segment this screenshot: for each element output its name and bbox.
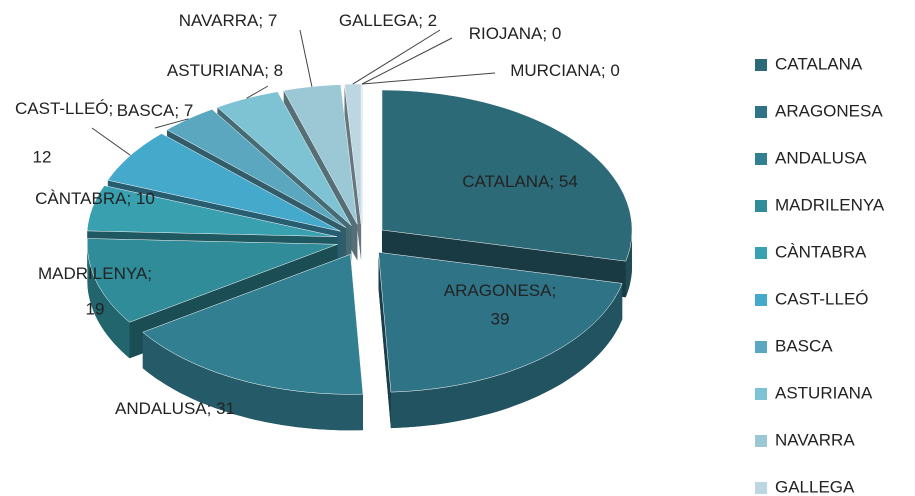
slice-top <box>87 238 338 323</box>
label-separator: ; <box>258 11 267 30</box>
slice-top <box>216 91 352 226</box>
slice-wall <box>378 252 391 429</box>
slice-top <box>378 252 623 393</box>
slice-rim <box>390 283 623 429</box>
label-category: ANDALUSA <box>115 399 207 418</box>
legend-swatch <box>755 106 767 118</box>
legend-label: ASTURIANA <box>775 383 873 402</box>
legend-label: CÀNTABRA <box>775 242 867 261</box>
data-label: ASTURIANA; 8 <box>167 61 283 80</box>
label-separator: ; <box>551 281 556 300</box>
legend-label: BASCA <box>775 336 833 355</box>
data-label: NAVARRA; 7 <box>179 11 278 30</box>
legend-label: MADRILENYA <box>775 195 885 214</box>
legend-swatch <box>755 247 767 259</box>
data-label: ANDALUSA; 31 <box>115 399 235 418</box>
legend-swatch <box>755 341 767 353</box>
label-separator: ; <box>174 101 183 120</box>
label-value: 7 <box>184 101 193 120</box>
label-value: 0 <box>552 24 561 43</box>
label-value: 10 <box>136 189 155 208</box>
data-label: CÀNTABRA; 10 <box>35 189 155 208</box>
label-value: 12 <box>33 147 52 166</box>
label-value: 7 <box>268 11 277 30</box>
data-label: CAST-LLEÓ; <box>15 99 113 118</box>
label-value: 8 <box>274 61 283 80</box>
slice-top <box>142 253 364 395</box>
label-category: CÀNTABRA <box>35 189 127 208</box>
legend-swatch <box>755 294 767 306</box>
slice <box>142 253 364 431</box>
label-value: 19 <box>86 299 105 318</box>
label-category: MURCIANA <box>510 61 601 80</box>
leader-line <box>154 118 189 129</box>
leader-line <box>299 29 313 87</box>
leader-line <box>352 29 441 85</box>
label-category: NAVARRA <box>179 11 259 30</box>
label-separator: ; <box>147 264 152 283</box>
label-category: BASCA <box>117 101 175 120</box>
leader-line <box>361 72 496 85</box>
label-value: 39 <box>491 309 510 328</box>
slice-rim <box>142 332 363 431</box>
legend-label: CATALANA <box>775 54 863 73</box>
data-label: ARAGONESA; <box>444 281 556 300</box>
label-category: MADRILENYA <box>38 264 148 283</box>
label-separator: ; <box>126 189 135 208</box>
slice-top <box>381 89 633 262</box>
label-category: CAST-LLEÓ <box>15 99 109 118</box>
legend-label: ANDALUSA <box>775 148 867 167</box>
legend-swatch <box>755 435 767 447</box>
label-category: CATALANA <box>462 172 550 191</box>
legend-swatch <box>755 153 767 165</box>
data-label: BASCA; 7 <box>117 101 194 120</box>
label-category: RIOJANA <box>469 24 543 43</box>
data-label: MURCIANA; 0 <box>510 61 620 80</box>
slice-top <box>86 185 338 237</box>
label-category: ARAGONESA <box>444 281 552 300</box>
label-separator: ; <box>109 99 114 118</box>
data-label: CATALANA; 54 <box>462 172 578 191</box>
label-separator: ; <box>418 11 427 30</box>
label-separator: ; <box>264 61 273 80</box>
label-category: ASTURIANA <box>167 61 265 80</box>
legend-label: GALLEGA <box>775 477 855 496</box>
legend-swatch <box>755 59 767 71</box>
slice-rim <box>87 244 130 359</box>
data-label: RIOJANA; 0 <box>469 24 562 43</box>
slice <box>378 252 623 429</box>
label-separator: ; <box>542 24 551 43</box>
legend-label: ARAGONESA <box>775 101 883 120</box>
leader-line <box>246 85 269 99</box>
label-separator: ; <box>549 172 558 191</box>
label-value: 0 <box>610 61 619 80</box>
data-label: MADRILENYA; <box>38 264 152 283</box>
label-value: 2 <box>428 11 437 30</box>
legend-swatch <box>755 388 767 400</box>
data-label: GALLEGA; 2 <box>339 11 437 30</box>
label-category: GALLEGA <box>339 11 419 30</box>
leader-line <box>361 37 453 85</box>
label-value: 54 <box>559 172 578 191</box>
slice-wall <box>344 84 362 260</box>
label-separator: ; <box>601 61 610 80</box>
label-value: 31 <box>216 399 235 418</box>
legend-label: CAST-LLEÓ <box>775 289 869 308</box>
legend-label: NAVARRA <box>775 430 855 449</box>
legend-swatch <box>755 200 767 212</box>
label-separator: ; <box>207 399 216 418</box>
legend-swatch <box>755 482 767 494</box>
leader-line <box>91 127 131 156</box>
